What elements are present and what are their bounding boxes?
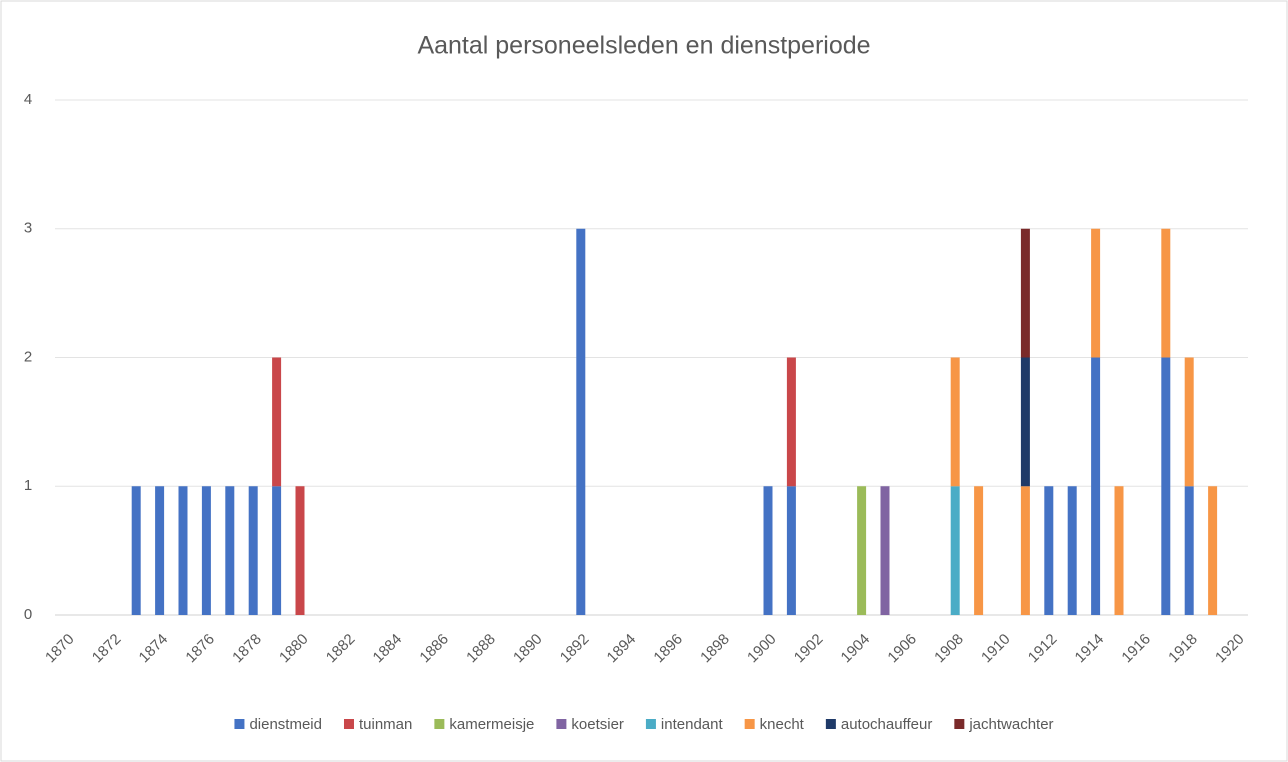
y-tick-label: 0 <box>24 606 32 623</box>
legend-swatch <box>744 719 755 729</box>
bar-segment <box>1161 357 1171 615</box>
legend-label: intendant <box>661 716 724 733</box>
bar-segment <box>1184 486 1194 615</box>
legend-swatch <box>343 719 354 729</box>
bar-segment <box>178 486 188 615</box>
bar-segment <box>272 357 282 487</box>
bar-segment <box>1020 486 1030 615</box>
bar-segment <box>1208 486 1218 615</box>
bar-segment <box>1091 228 1101 358</box>
bar-segment <box>1044 486 1054 615</box>
chart-title: Aantal personeelsleden en dienstperiode <box>417 32 870 60</box>
bar-segment <box>786 357 796 487</box>
legend-swatch <box>556 719 567 729</box>
legend-label: autochauffeur <box>841 716 932 733</box>
legend-label: jachtwachter <box>968 716 1053 733</box>
bar-segment <box>950 357 960 487</box>
bar-segment <box>272 486 282 615</box>
legend-swatch <box>825 719 836 729</box>
bar-segment <box>1184 357 1194 487</box>
bar-segment <box>857 486 867 615</box>
bar-segment <box>786 486 796 615</box>
bar-segment <box>880 486 890 615</box>
bar-segment <box>974 486 984 615</box>
bar-segment <box>248 486 258 615</box>
y-tick-label: 4 <box>24 91 32 108</box>
bar-segment <box>131 486 141 615</box>
y-tick-label: 3 <box>24 220 32 237</box>
bar-segment <box>1114 486 1124 615</box>
legend-label: dienstmeid <box>249 716 322 733</box>
legend-swatch <box>645 719 656 729</box>
legend-label: kamermeisje <box>449 716 534 733</box>
legend-swatch <box>234 719 245 729</box>
bar-segment <box>155 486 165 615</box>
legend-label: knecht <box>760 716 805 733</box>
legend-swatch <box>434 719 445 729</box>
bar-segment <box>1161 228 1171 358</box>
legend-swatch <box>954 719 965 729</box>
legend-label: koetsier <box>571 716 624 733</box>
bar-segment <box>295 486 305 615</box>
y-tick-label: 2 <box>24 348 32 365</box>
bar-segment <box>576 228 586 615</box>
bar-segment <box>1067 486 1077 615</box>
bar-segment <box>1020 357 1030 487</box>
bar-segment <box>950 486 960 615</box>
bar-segment <box>763 486 773 615</box>
bar-segment <box>1091 357 1101 615</box>
bar-segment <box>1020 228 1030 358</box>
legend-label: tuinman <box>359 716 412 733</box>
bar-segment <box>225 486 235 615</box>
bar-segment <box>201 486 211 615</box>
y-tick-label: 1 <box>24 477 32 494</box>
legend: dienstmeid tuinman kamermeisje koetsier inte… <box>234 716 1054 733</box>
